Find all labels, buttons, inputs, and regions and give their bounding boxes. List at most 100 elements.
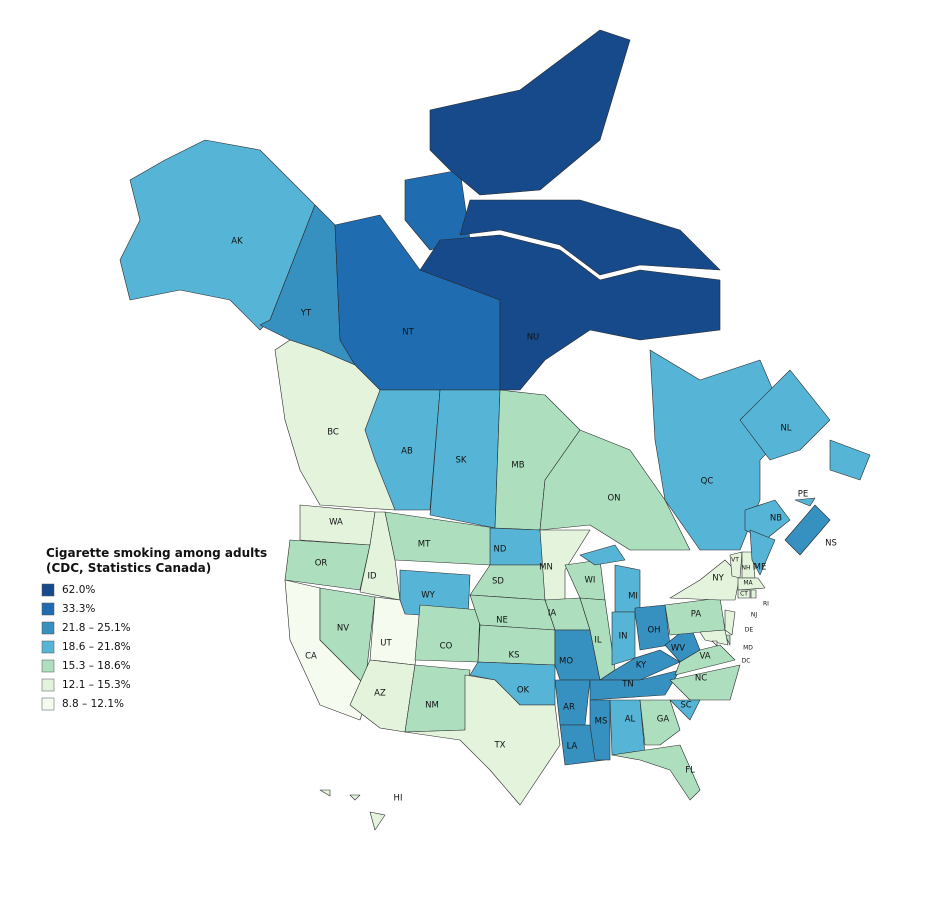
region-label: NY (712, 574, 724, 584)
region-label: MT (418, 540, 431, 550)
region-label: MS (595, 717, 608, 727)
region (829, 439, 871, 481)
region (737, 589, 751, 599)
region (284, 539, 371, 591)
region-label: AB (401, 447, 413, 457)
region-label: RI (763, 601, 769, 608)
region-label: OR (315, 559, 328, 569)
region-label: NJ (751, 612, 757, 619)
region (349, 659, 416, 733)
region-label: NB (770, 514, 782, 524)
region-label: KY (636, 661, 647, 671)
legend-swatch (41, 659, 55, 673)
region (469, 564, 546, 601)
legend-swatch (41, 583, 55, 597)
region-label: KS (509, 651, 520, 661)
region (669, 664, 741, 701)
region-label: AL (625, 715, 636, 725)
region (459, 199, 721, 276)
legend-title: Cigarette smoking among adults (46, 546, 267, 560)
region (744, 499, 791, 541)
region (750, 589, 757, 599)
region-label: PA (691, 610, 702, 620)
region (649, 349, 791, 551)
region-label: AK (231, 237, 243, 247)
region-label: SK (456, 456, 467, 466)
region (319, 789, 331, 797)
region-label: NU (527, 333, 540, 343)
region (404, 169, 471, 251)
region (639, 699, 681, 746)
region-label: NC (695, 674, 707, 684)
legend-label: 33.3% (62, 603, 95, 615)
region-label: CO (440, 642, 453, 652)
legend-label: 21.8 – 25.1% (62, 622, 131, 634)
region (794, 497, 816, 507)
region-label: WI (585, 576, 596, 586)
region-label: MA (743, 580, 753, 587)
region (699, 629, 729, 646)
region-label: CT (740, 591, 748, 598)
region-label: NL (780, 424, 791, 434)
region (414, 604, 481, 663)
region (724, 609, 736, 636)
region (739, 369, 831, 461)
region-label: CA (305, 652, 317, 662)
region-label: LA (567, 742, 578, 752)
region-label: GA (657, 715, 670, 725)
legend-label: 18.6 – 21.8% (62, 641, 131, 653)
region (669, 559, 741, 601)
region-label: HI (394, 794, 403, 804)
region-label: UT (380, 639, 392, 649)
region (369, 811, 386, 831)
region-label: ON (607, 494, 620, 504)
region (579, 544, 626, 566)
region-label: ID (367, 572, 377, 582)
legend-swatch (41, 697, 55, 711)
region-label: WV (671, 644, 685, 654)
region-label: ND (494, 545, 507, 555)
legend-swatch (41, 640, 55, 654)
region-label: MB (511, 461, 524, 471)
region-label: NV (337, 624, 349, 634)
region-label: FL (685, 766, 695, 776)
region (539, 429, 691, 551)
legend-label: 12.1 – 15.3% (62, 679, 131, 691)
region-label: ME (754, 563, 767, 573)
regions (119, 29, 871, 831)
region-label: AZ (374, 689, 386, 699)
region-label: VA (699, 652, 710, 662)
region-label: IN (619, 632, 628, 642)
region (737, 577, 766, 591)
region-label: YT (300, 309, 312, 319)
region (749, 529, 776, 576)
region-label: WA (329, 518, 343, 528)
region (784, 504, 831, 556)
region-label: NT (402, 328, 414, 338)
region (674, 644, 736, 676)
region-label: OK (517, 686, 530, 696)
region (711, 640, 718, 647)
region-label: QC (701, 477, 714, 487)
region-label: PE (798, 490, 809, 500)
region-label: SC (680, 701, 691, 711)
region-label: IA (548, 609, 557, 619)
region (429, 29, 631, 196)
legend-label: 8.8 – 12.1% (62, 698, 124, 710)
region (404, 674, 561, 806)
region (614, 564, 641, 613)
region-label: MN (539, 563, 553, 573)
legend-swatch (41, 602, 55, 616)
legend-swatch (41, 621, 55, 635)
region (419, 234, 721, 391)
legend-title: (CDC, Statistics Canada) (46, 561, 211, 575)
region-label: TX (493, 741, 505, 751)
region (611, 744, 701, 801)
region (669, 699, 701, 721)
region-label: NE (496, 616, 508, 626)
region-label: NM (425, 701, 439, 711)
region-label: DC (742, 658, 751, 665)
region-label: VT (731, 557, 739, 564)
legend: Cigarette smoking among adults (CDC, Sta… (41, 546, 267, 711)
